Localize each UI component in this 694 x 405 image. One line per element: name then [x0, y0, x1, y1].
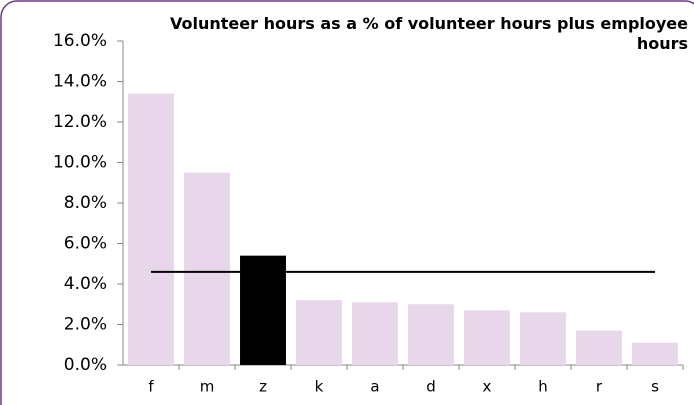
- x-tick-label: x: [483, 378, 492, 396]
- y-tick-label: 6.0%: [64, 234, 107, 254]
- bar: [520, 312, 566, 365]
- x-tick-label: r: [596, 378, 603, 396]
- x-tick-label: f: [148, 378, 154, 396]
- y-tick-label: 16.0%: [53, 31, 107, 51]
- bar: [408, 304, 454, 365]
- x-tick-label: h: [538, 378, 548, 396]
- y-tick-label: 2.0%: [64, 315, 107, 335]
- x-tick-label: z: [259, 378, 267, 396]
- bar: [128, 93, 174, 366]
- x-tick-label: a: [370, 378, 379, 396]
- bar: [632, 342, 678, 365]
- y-tick-label: 0.0%: [64, 355, 107, 375]
- bar: [464, 310, 510, 365]
- y-tick-label: 10.0%: [53, 153, 107, 173]
- y-tick-label: 14.0%: [53, 72, 107, 92]
- bar: [352, 302, 398, 365]
- bar: [296, 300, 342, 365]
- chart-title: Volunteer hours as a % of volunteer hour…: [170, 14, 688, 53]
- x-tick-label: k: [315, 378, 324, 396]
- x-tick-label: m: [200, 378, 215, 396]
- y-tick-label: 4.0%: [64, 274, 107, 294]
- y-tick-label: 8.0%: [64, 193, 107, 213]
- bar: [184, 172, 230, 365]
- x-tick-label: s: [651, 378, 659, 396]
- bar: [240, 255, 286, 365]
- x-tick-label: d: [426, 378, 436, 396]
- bar: [576, 330, 622, 365]
- y-tick-label: 12.0%: [53, 112, 107, 132]
